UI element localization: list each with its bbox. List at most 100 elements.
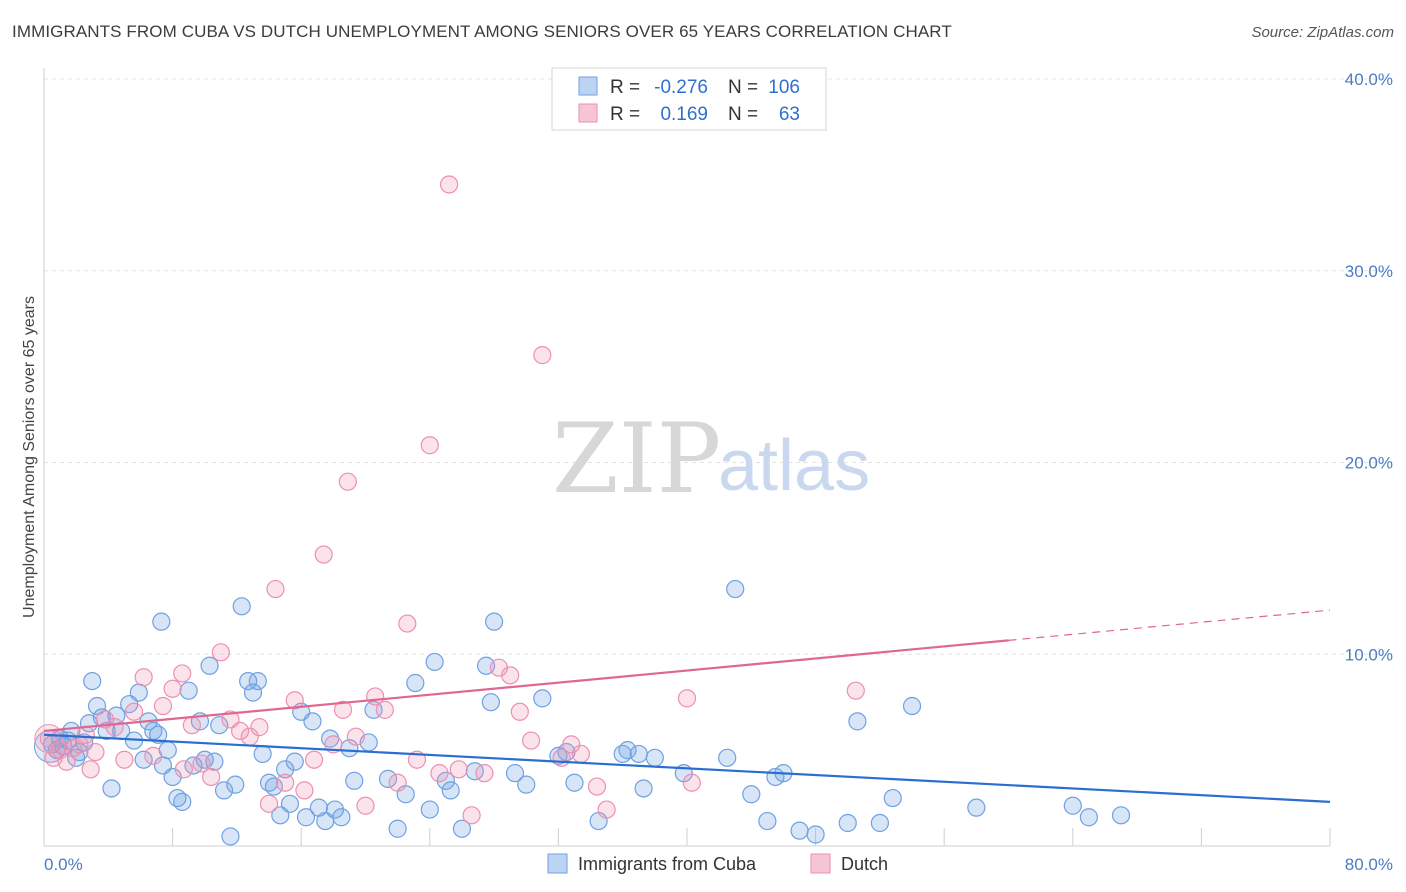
cuba-point <box>83 671 102 691</box>
cuba-point <box>243 683 263 702</box>
cuba-point <box>280 794 300 813</box>
cuba-point <box>253 744 272 764</box>
cuba-point <box>485 612 504 631</box>
cuba-point <box>806 825 825 844</box>
dutch-point <box>173 664 192 683</box>
dutch-point <box>163 679 182 698</box>
dutch-point <box>276 773 295 792</box>
legend-n-value-2: 63 <box>779 104 800 125</box>
legend-r-value-2: 0.169 <box>660 104 708 125</box>
cuba-point <box>505 764 525 783</box>
y-tick-label: 10.0% <box>1345 645 1393 664</box>
cuba-point <box>388 819 407 838</box>
cuba-point <box>618 741 637 760</box>
dutch-point <box>105 718 124 737</box>
chart-title: IMMIGRANTS FROM CUBA VS DUTCH UNEMPLOYME… <box>12 22 952 41</box>
dutch-point <box>571 744 591 764</box>
dutch-point <box>144 746 163 765</box>
cuba-point <box>173 792 192 811</box>
series-cuba-points <box>33 579 1131 846</box>
y-tick-label: 30.0% <box>1345 262 1393 281</box>
cuba-point <box>232 597 251 616</box>
cuba-point <box>634 779 653 798</box>
cuba-point <box>239 671 258 691</box>
cuba-point <box>226 775 245 794</box>
trend-lines <box>43 609 1331 803</box>
y-tick-label: 20.0% <box>1345 454 1393 473</box>
y-tick-labels: 10.0% 20.0% 30.0% 40.0% <box>1345 70 1393 664</box>
dutch-point <box>259 794 279 813</box>
cuba-point <box>645 748 664 767</box>
dutch-point <box>124 702 144 721</box>
dutch-trend-line-extension <box>1008 609 1331 641</box>
dutch-point <box>388 773 407 792</box>
dutch-point <box>398 614 417 633</box>
cuba-point <box>210 716 229 735</box>
cuba-point <box>221 827 240 846</box>
dutch-point <box>533 346 552 365</box>
cuba-point <box>378 769 398 788</box>
cuba-point <box>102 779 121 798</box>
cuba-point <box>332 808 351 827</box>
dutch-point <box>346 727 365 746</box>
x-tick-marks <box>172 828 1331 846</box>
cuba-point <box>200 656 219 675</box>
cuba-point <box>1063 796 1082 815</box>
dutch-point <box>430 764 449 783</box>
cuba-point <box>726 579 745 599</box>
cuba-point <box>848 712 867 731</box>
correlation-legend: R = -0.276 N = 106 R = 0.169 N = 63 <box>551 67 827 131</box>
dutch-point <box>521 731 541 750</box>
dutch-point <box>846 681 865 700</box>
dutch-point <box>86 742 105 762</box>
legend-n-label-2: N = <box>728 104 758 125</box>
series-legend: Immigrants from Cuba Dutch <box>547 853 888 874</box>
bottom-legend-label-dutch: Dutch <box>841 854 888 874</box>
dutch-point <box>501 666 520 685</box>
cuba-point <box>425 652 444 672</box>
dutch-point <box>356 796 375 815</box>
cuba-point <box>790 821 809 840</box>
cuba-point <box>276 760 295 779</box>
cuba-point <box>67 748 86 767</box>
dutch-point <box>338 472 357 491</box>
dutch-point <box>439 175 459 194</box>
dutch-point <box>677 689 697 708</box>
dutch-point <box>587 777 607 796</box>
cuba-point <box>285 752 304 771</box>
watermark-atlas: atlas <box>718 426 870 506</box>
cuba-point <box>452 819 472 838</box>
dutch-point <box>76 725 95 744</box>
bottom-legend-label-cuba: Immigrants from Cuba <box>578 854 757 874</box>
cuba-point <box>742 785 761 804</box>
x-tick-label-max: 80.0% <box>1345 855 1393 874</box>
x-tick-label-min: 0.0% <box>44 855 83 874</box>
cuba-point <box>838 813 857 833</box>
cuba-point <box>214 781 234 800</box>
dutch-point <box>333 700 353 719</box>
cuba-point <box>1079 808 1098 827</box>
legend-r-label-2: R = <box>610 104 640 125</box>
dutch-point <box>562 735 581 754</box>
dutch-point <box>211 643 230 662</box>
legend-r-label-1: R = <box>610 77 640 98</box>
cuba-point <box>129 683 148 702</box>
dutch-point <box>682 773 701 792</box>
y-axis-label: Unemployment Among Seniors over 65 years <box>21 296 38 618</box>
bottom-legend-swatch-pink <box>810 853 831 874</box>
cuba-point <box>883 788 902 808</box>
cuba-point <box>967 798 986 817</box>
watermark-zip: ZIP <box>552 403 721 515</box>
series-dutch-points <box>34 175 865 825</box>
dutch-point <box>202 767 221 787</box>
cuba-point <box>248 671 267 691</box>
cuba-point <box>870 813 890 833</box>
dutch-point <box>34 724 64 754</box>
dutch-point <box>285 691 304 710</box>
dutch-point <box>250 718 269 737</box>
legend-n-value-1: 106 <box>768 77 800 98</box>
legend-r-value-1: -0.276 <box>654 77 708 98</box>
dutch-point <box>192 754 211 773</box>
dutch-point <box>597 800 616 819</box>
